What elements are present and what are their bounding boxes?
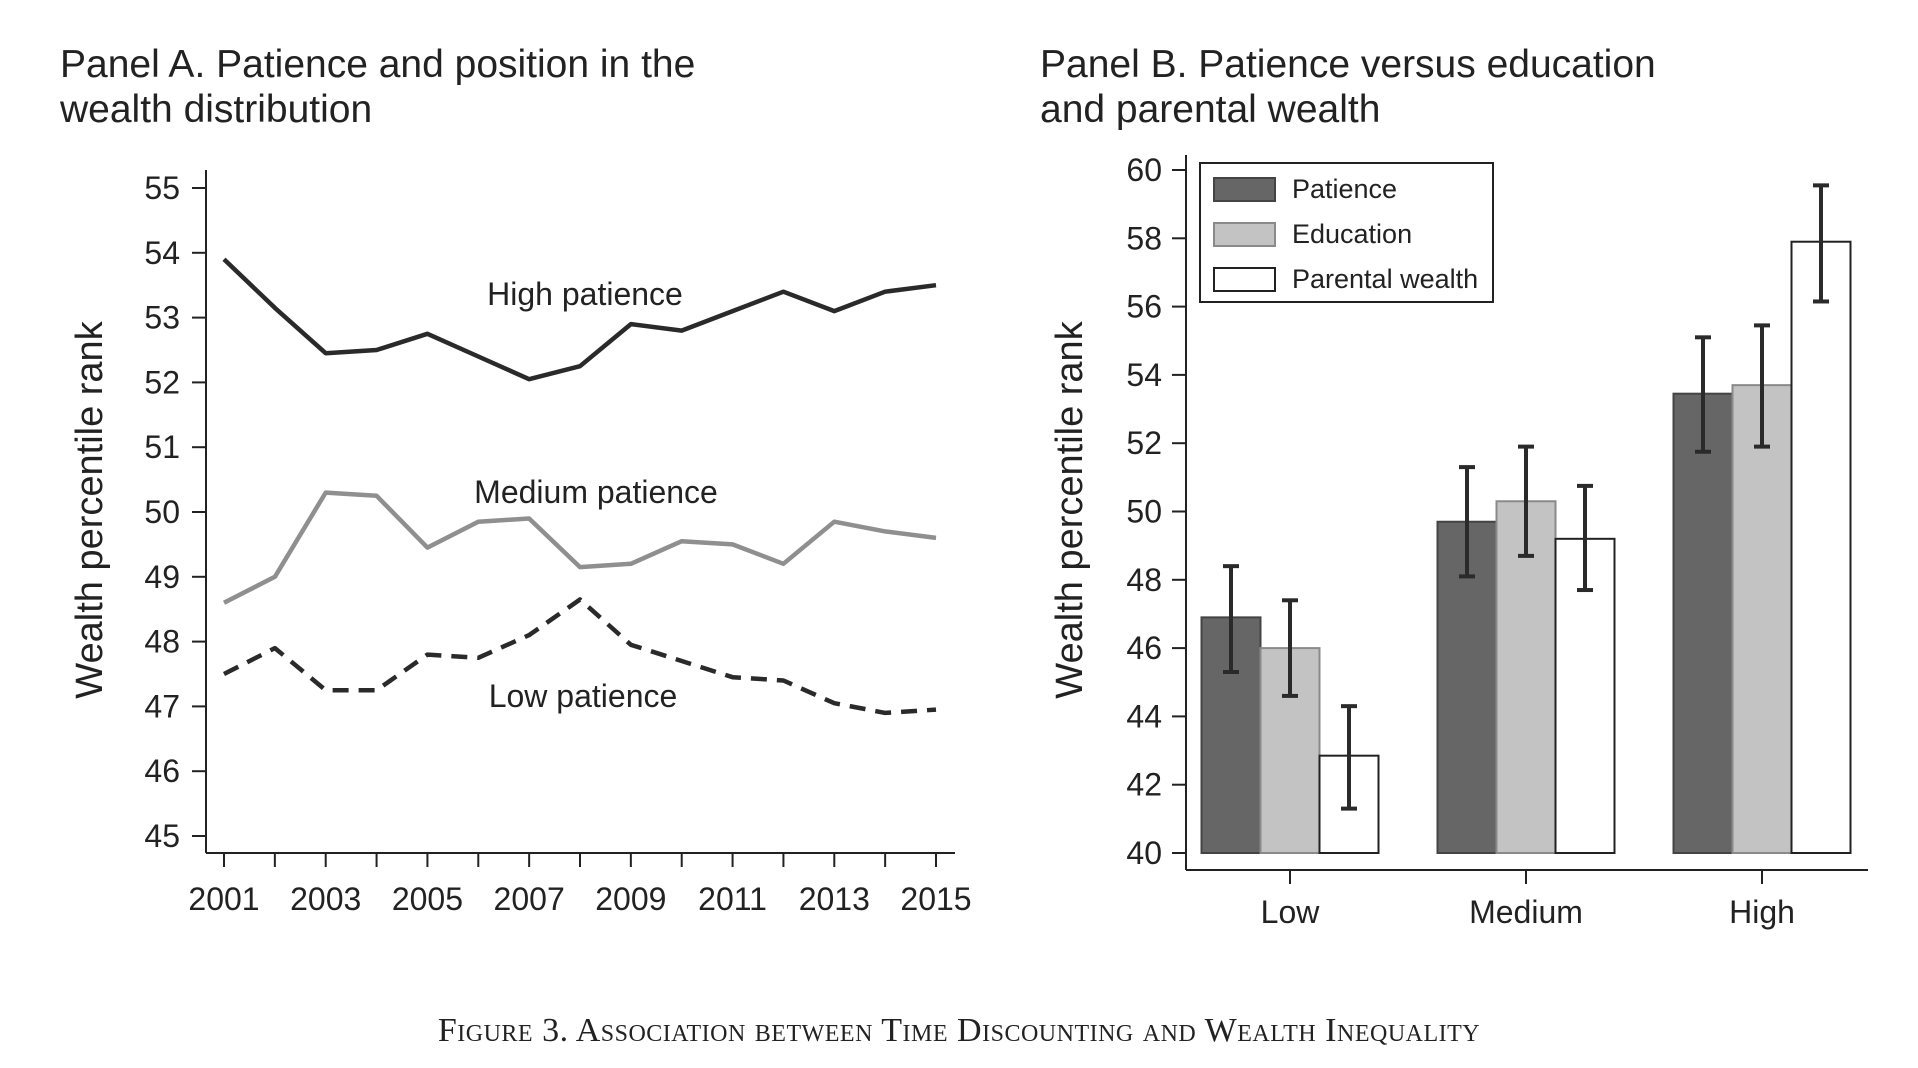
- panel-a-y-tick-label: 47: [144, 688, 180, 724]
- panel-b-bar-education: [1731, 384, 1793, 854]
- panel-b-bars: [1200, 183, 1852, 854]
- panel-b-legend-swatch: [1213, 177, 1276, 202]
- panel-b-bar-patience: [1672, 392, 1734, 854]
- panel-a-title: Panel A. Patience and position in the we…: [60, 43, 696, 131]
- panel-b-x-tick-label: High: [1729, 894, 1795, 930]
- panel-b-legend-swatch: [1213, 267, 1276, 292]
- panel-b-y-tick-label: 56: [1126, 289, 1162, 325]
- panel-a-x-tick-label: 2015: [900, 881, 971, 917]
- panel-b-y-tick-label: 40: [1126, 835, 1162, 871]
- panel-b-legend-label: Parental wealth: [1292, 264, 1478, 294]
- panel-b-legend: Patience Education Parental wealth: [1199, 162, 1494, 303]
- panel-b-y-tick-label: 42: [1126, 767, 1162, 803]
- panel-a-x-tick-label: 2001: [188, 881, 259, 917]
- panel-a-series-line-medium-patience: [222, 490, 937, 605]
- panel-b-y-axis-title: Wealth percentile rank: [1049, 320, 1091, 698]
- panel-a-x-tick-label: 2009: [595, 881, 666, 917]
- panel-b-legend-swatch: [1213, 222, 1276, 247]
- panel-a-y-tick-label: 54: [144, 235, 180, 271]
- panel-b-y-tick-label: 44: [1126, 698, 1162, 734]
- panel-a-x-tick-label: 2005: [392, 881, 463, 917]
- panel-a-series-label: High patience: [487, 276, 683, 312]
- panel-a-y-tick-label: 55: [144, 170, 180, 206]
- panel-a-series-line-high-patience: [222, 257, 937, 382]
- panel-b-y-tick-label: 58: [1126, 220, 1162, 256]
- panel-b-bar-education: [1495, 500, 1557, 854]
- panel-b-axes: Low Medium High 40 42 44 46 48 50 52 54 56 58 60: [1126, 152, 1868, 930]
- panel-a-x-tick-label: 2013: [799, 881, 870, 917]
- panel-b-legend-label: Patience: [1292, 174, 1397, 204]
- panel-a-axes: 45 46 47 48 49 50 51 52 53 54 55 2001 2003 2005 2007 20…: [144, 170, 972, 917]
- panel-b-y-tick-label: 50: [1126, 494, 1162, 530]
- panel-a-y-tick-label: 50: [144, 494, 180, 530]
- panel-a-series-line-low-patience: [222, 597, 937, 716]
- panel-b-y-tick-label: 46: [1126, 630, 1162, 666]
- panel-a-y-tick-label: 45: [144, 818, 180, 854]
- panel-b-y-tick-label: 60: [1126, 152, 1162, 188]
- figure-caption: Figure 3. Association between Time Disco…: [437, 1012, 1481, 1049]
- panel-a-y-tick-label: 52: [144, 364, 180, 400]
- panel-a-series: High patience Medium patience Low patience: [222, 257, 937, 716]
- panel-a-y-tick-label: 53: [144, 300, 180, 336]
- panel-a-x-tick-label: 2007: [494, 881, 565, 917]
- panel-a-y-tick-label: 49: [144, 559, 180, 595]
- panel-a-line-chart: 45 46 47 48 49 50 51 52 53 54 55 2001 2003 2005 2007 20…: [69, 170, 972, 917]
- panel-b-y-tick-label: 54: [1126, 357, 1162, 393]
- panel-a-x-tick-label: 2011: [698, 881, 767, 917]
- panel-a-y-tick-label: 46: [144, 753, 180, 789]
- panel-a-series-label: Low patience: [489, 678, 678, 714]
- panel-b-y-tick-label: 52: [1126, 425, 1162, 461]
- panel-b-legend-label: Education: [1292, 219, 1412, 249]
- panel-a-x-tick-label: 2003: [290, 881, 361, 917]
- panel-b-bar-parental-wealth: [1790, 240, 1852, 854]
- panel-a-y-axis-title: Wealth percentile rank: [69, 320, 111, 698]
- panel-b-title: Panel B. Patience versus education and p…: [1040, 43, 1656, 131]
- panel-b-x-tick-label: Medium: [1469, 894, 1583, 930]
- panel-b-y-tick-label: 48: [1126, 562, 1162, 598]
- panel-a-y-tick-label: 51: [144, 429, 180, 465]
- panel-a-series-label: Medium patience: [474, 474, 718, 510]
- panel-b-bar-chart: Low Medium High 40 42 44 46 48 50 52 54 56 58 60 Pati…: [1049, 152, 1868, 930]
- panel-b-x-tick-label: Low: [1261, 894, 1321, 930]
- panel-a-y-tick-label: 48: [144, 624, 180, 660]
